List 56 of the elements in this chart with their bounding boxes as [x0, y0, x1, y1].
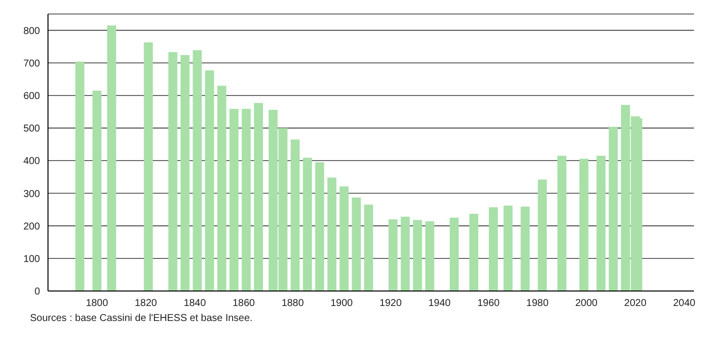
y-tick-label: 800	[23, 26, 40, 37]
bar	[364, 204, 374, 291]
bar	[205, 70, 214, 291]
bar	[180, 55, 190, 291]
y-tick-label: 100	[23, 254, 40, 265]
bar	[315, 162, 324, 291]
bar	[352, 197, 361, 291]
bar	[425, 221, 434, 291]
bar	[557, 156, 566, 291]
bar	[469, 214, 478, 291]
y-tick-label: 300	[23, 188, 40, 200]
x-tick-label: 1820	[134, 298, 158, 310]
bar	[596, 156, 606, 291]
y-tick-label: 700	[23, 58, 40, 70]
bar	[144, 42, 153, 291]
x-tick-label: 1840	[184, 298, 206, 310]
bar	[538, 180, 547, 291]
x-tick-label: 1900	[330, 298, 354, 310]
bar	[340, 186, 349, 291]
bar	[504, 206, 513, 291]
x-tick-label: 1860	[232, 298, 256, 310]
x-tick-label: 2000	[575, 298, 598, 310]
bar	[168, 52, 178, 291]
bar	[608, 126, 618, 291]
x-tick-label: 2040	[673, 298, 696, 310]
bar	[400, 216, 410, 291]
y-tick-label: 600	[23, 91, 40, 102]
bar	[488, 207, 498, 291]
x-tick-label: 1920	[379, 298, 402, 310]
y-tick-label: 0	[34, 286, 40, 298]
bar	[290, 139, 300, 291]
bar	[92, 90, 102, 291]
bar	[254, 102, 263, 291]
x-tick-label: 1880	[282, 298, 304, 310]
x-tick-label: 1940	[428, 298, 452, 310]
bar	[107, 25, 116, 291]
y-tick-label: 500	[23, 124, 40, 135]
y-tick-label: 200	[23, 221, 40, 232]
bar	[388, 219, 398, 291]
bar	[75, 62, 84, 291]
bar	[217, 86, 226, 291]
bar	[302, 158, 312, 291]
x-tick-label: 2020	[624, 298, 647, 310]
bar	[229, 108, 238, 291]
bar	[520, 206, 530, 291]
bar	[192, 50, 202, 291]
bar	[579, 158, 588, 291]
bar	[242, 108, 251, 291]
bar	[450, 218, 459, 291]
x-tick-label: 1980	[526, 298, 549, 310]
bar	[327, 178, 336, 291]
x-tick-label: 1800	[86, 298, 108, 310]
x-tick-label: 1960	[477, 298, 500, 310]
y-tick-label: 400	[23, 156, 40, 168]
source-note: Sources : base Cassini de l'EHESS et base Insee.	[30, 313, 254, 324]
bar	[413, 220, 422, 291]
